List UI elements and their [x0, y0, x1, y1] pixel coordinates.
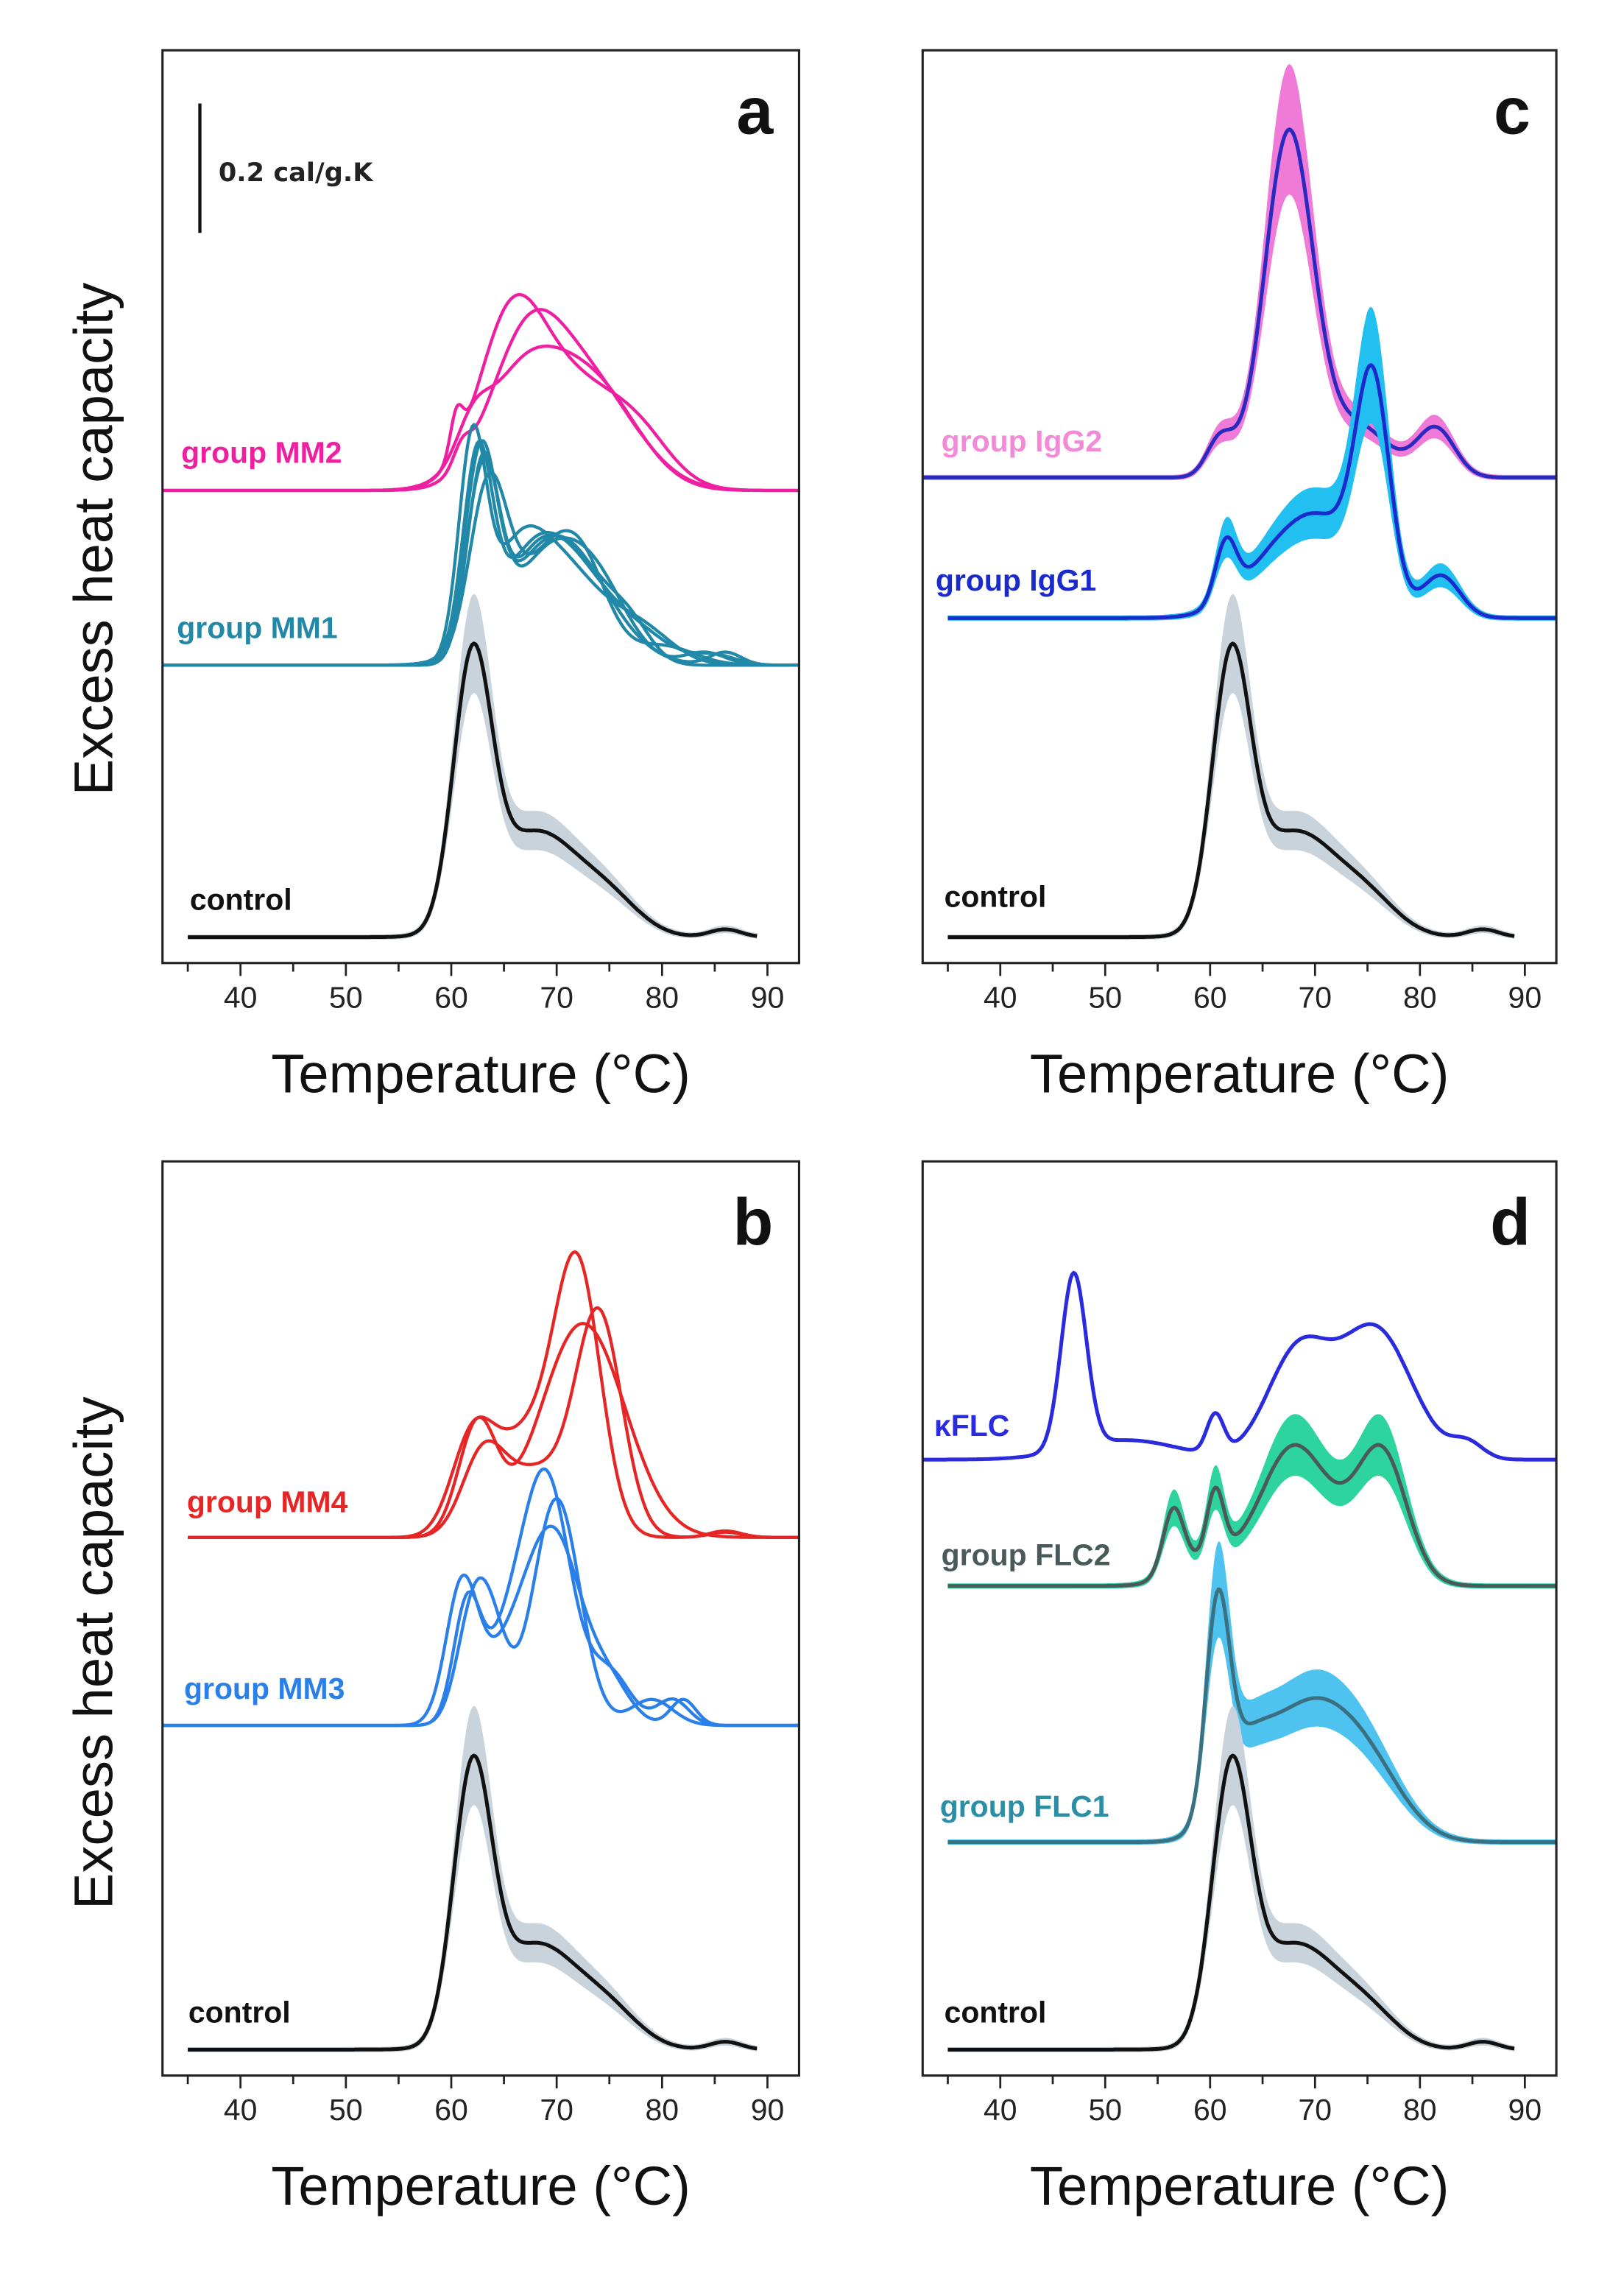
series-line — [162, 1524, 799, 1728]
x-tick-label: 80 — [646, 980, 679, 1014]
x-tick-label: 60 — [1193, 980, 1227, 1014]
series-line — [922, 1270, 1556, 1462]
x-tick-label: 50 — [1088, 980, 1122, 1014]
x-tick-label: 80 — [646, 2093, 679, 2127]
label-group-mm3: group MM3 — [184, 1672, 345, 1705]
panel-letter: b — [732, 1186, 773, 1259]
series-line — [187, 641, 758, 940]
series-line — [188, 1306, 799, 1539]
series-line — [922, 127, 1556, 479]
x-axis-title: Temperature (°C) — [271, 1043, 691, 1104]
x-tick-label: 80 — [1403, 980, 1437, 1014]
y-axis-title-bottom: Excess heat capacity — [63, 1396, 124, 1909]
label-group-mm2: group MM2 — [181, 436, 342, 470]
label-kappa-flc: κFLC — [934, 1409, 1009, 1443]
x-tick-label: 90 — [1508, 980, 1542, 1014]
label-group-mm4: group MM4 — [187, 1485, 348, 1518]
x-tick-label: 80 — [1403, 2093, 1437, 2127]
x-tick-label: 40 — [224, 2093, 258, 2127]
x-axis-title: Temperature (°C) — [1030, 1043, 1450, 1104]
label-control-b: control — [188, 1995, 291, 2029]
label-control-d: control — [945, 1995, 1047, 2029]
x-tick-label: 50 — [1088, 2093, 1122, 2127]
panel-letter: c — [1494, 75, 1531, 149]
panel-c: 40 50 60 70 80 90 Temperature (°C) c — [921, 49, 1558, 1104]
series-band — [947, 594, 1515, 940]
series-line — [947, 1587, 1556, 1845]
panel-a: 40 50 60 70 80 90 Temperature (°C) a — [161, 49, 800, 1104]
plot-frame — [161, 1160, 800, 2077]
x-tick-label: 60 — [434, 2093, 468, 2127]
x-axis-title: Temperature (°C) — [271, 2155, 691, 2217]
scale-bar-label: 0.2 cal/g.K — [219, 158, 374, 188]
plot-frame — [921, 49, 1558, 965]
series-line — [162, 344, 799, 493]
series-line — [947, 1443, 1556, 1588]
series-line — [947, 363, 1556, 620]
x-tick-label: 90 — [1508, 2093, 1542, 2127]
series-line — [947, 1753, 1515, 2052]
panel-letter: a — [736, 75, 774, 149]
series-band — [947, 1705, 1515, 2052]
x-tick-label: 60 — [1193, 2093, 1227, 2127]
label-control-a: control — [190, 883, 292, 917]
x-tick-label: 70 — [1299, 980, 1332, 1014]
series-band — [947, 306, 1556, 621]
x-tick-label: 90 — [751, 2093, 785, 2127]
label-group-flc1: group FLC1 — [940, 1789, 1109, 1823]
x-tick-label: 40 — [984, 2093, 1017, 2127]
panel-b: 40 50 60 70 80 90 Temperature (°C) b — [161, 1160, 800, 2217]
x-tick-label: 40 — [984, 980, 1017, 1014]
series-band — [188, 1705, 758, 2052]
plot-frame — [921, 1160, 1558, 2077]
label-group-igg2: group IgG2 — [942, 424, 1103, 458]
x-tick-label: 50 — [329, 980, 363, 1014]
x-tick-label: 70 — [540, 2093, 573, 2127]
series-band — [188, 594, 758, 940]
label-group-flc2: group FLC2 — [942, 1538, 1111, 1572]
series-line — [947, 641, 1515, 940]
y-axis-title-top: Excess heat capacity — [63, 283, 124, 796]
x-tick-label: 50 — [329, 2093, 363, 2127]
panel-d: 40 50 60 70 80 90 Temperature (°C) d — [921, 1160, 1558, 2217]
panel-letter: d — [1490, 1186, 1531, 1259]
x-axis-title: Temperature (°C) — [1030, 2155, 1450, 2217]
label-group-mm1: group MM1 — [177, 611, 337, 645]
x-tick-label: 70 — [540, 980, 573, 1014]
label-control-c: control — [945, 880, 1047, 914]
series-line — [187, 1753, 758, 2052]
series-band — [947, 1414, 1556, 1589]
x-tick-label: 40 — [224, 980, 258, 1014]
series-line — [162, 451, 799, 667]
x-tick-label: 70 — [1299, 2093, 1332, 2127]
x-tick-label: 90 — [751, 980, 785, 1014]
x-tick-label: 60 — [434, 980, 468, 1014]
plot-frame — [161, 49, 800, 965]
label-group-igg1: group IgG1 — [936, 563, 1097, 597]
